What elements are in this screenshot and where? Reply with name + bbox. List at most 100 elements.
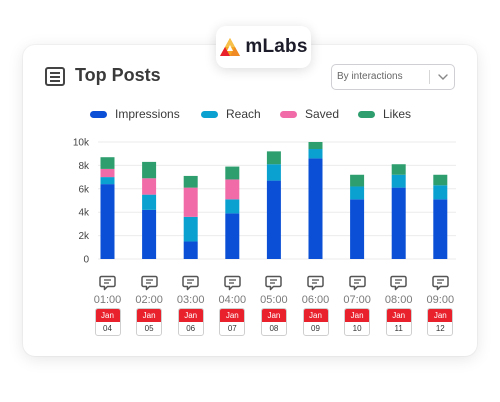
date-badge: Jan 09 — [302, 308, 329, 336]
bar-segment-likes[interactable] — [183, 175, 198, 188]
legend-swatch-saved — [280, 110, 297, 118]
legend-label-likes: Likes — [383, 107, 412, 121]
comment-icon[interactable] — [265, 274, 283, 291]
date-day: 04 — [103, 324, 112, 333]
bar-segment-likes[interactable] — [308, 142, 323, 150]
bar-segment-impressions[interactable] — [391, 187, 406, 259]
bar-segment-reach[interactable] — [183, 216, 198, 242]
bar-segment-impressions[interactable] — [350, 199, 365, 259]
date-month: Jan — [428, 309, 453, 322]
x-axis-day: 05:00 Jan 08 — [260, 274, 288, 336]
y-tick-label: 10k — [73, 138, 90, 149]
comment-icon[interactable] — [140, 274, 158, 291]
date-badge: Jan 05 — [136, 308, 163, 336]
bar-segment-saved[interactable] — [183, 187, 198, 217]
bar-segment-likes[interactable] — [350, 174, 365, 187]
bar-segment-impressions[interactable] — [433, 199, 448, 259]
legend-label-impressions: Impressions — [115, 107, 180, 121]
date-day: 08 — [269, 324, 279, 333]
date-day: 06 — [186, 324, 196, 333]
bar-segment-reach[interactable] — [142, 194, 157, 210]
comment-icon[interactable] — [224, 274, 241, 291]
date-badge: Jan 11 — [385, 308, 412, 336]
y-tick-label: 0 — [83, 255, 89, 266]
date-month: Jan — [220, 309, 245, 322]
comment-icon[interactable] — [182, 274, 199, 291]
date-badge: Jan 12 — [427, 308, 454, 336]
bar-segment-likes[interactable] — [100, 157, 115, 169]
bar-segment-impressions[interactable] — [142, 209, 157, 259]
legend-swatch-likes — [358, 110, 375, 118]
legend-item-saved[interactable]: Saved — [280, 106, 339, 122]
bar-segment-impressions[interactable] — [308, 158, 323, 259]
bar-segment-reach[interactable] — [266, 164, 281, 181]
comment-icon[interactable] — [432, 274, 449, 291]
bar-segment-reach[interactable] — [433, 185, 448, 200]
x-axis-day: 07:00 Jan 10 — [343, 274, 371, 336]
date-day: 11 — [394, 324, 403, 333]
bar-segment-likes[interactable] — [266, 151, 281, 165]
x-axis-day: 02:00 Jan 05 — [135, 274, 163, 336]
x-tick-label: 07:00 — [343, 294, 371, 306]
comment-icon[interactable] — [307, 274, 324, 291]
date-month: Jan — [261, 309, 286, 322]
x-tick-label: 03:00 — [176, 294, 205, 306]
comment-icon[interactable] — [99, 274, 116, 291]
sort-select-value: By interactions — [337, 71, 403, 82]
bar-segment-reach[interactable] — [350, 186, 365, 200]
bar-segment-impressions[interactable] — [183, 241, 198, 259]
mlabs-logo-icon — [220, 38, 241, 56]
date-month: Jan — [137, 309, 162, 322]
bar-segment-likes[interactable] — [391, 164, 406, 175]
x-tick-label: 08:00 — [384, 294, 413, 306]
legend-item-likes[interactable]: Likes — [358, 106, 411, 122]
y-tick-label: 2k — [78, 231, 90, 242]
comment-icon[interactable] — [390, 274, 407, 291]
page-title: Top Posts — [75, 65, 161, 85]
x-tick-label: 04:00 — [218, 294, 247, 306]
x-tick-label: 05:00 — [260, 294, 288, 306]
date-badge: Jan 04 — [94, 308, 121, 336]
date-month: Jan — [303, 309, 328, 322]
legend-swatch-reach — [201, 110, 218, 118]
brand-name: mLabs — [245, 36, 308, 57]
y-tick-label: 4k — [78, 208, 90, 219]
y-tick-label: 8k — [78, 161, 90, 172]
legend-label-saved: Saved — [305, 107, 340, 121]
brand-badge: mLabs — [216, 26, 311, 68]
bar-segment-saved[interactable] — [100, 168, 115, 178]
bar-segment-reach[interactable] — [391, 174, 406, 188]
date-badge: Jan 10 — [344, 308, 371, 336]
bar-segment-reach[interactable] — [100, 177, 115, 185]
date-day: 07 — [227, 324, 237, 333]
date-month: Jan — [95, 309, 120, 322]
y-tick-label: 6k — [78, 184, 90, 195]
bar-segment-likes[interactable] — [433, 174, 448, 186]
bar-segment-likes[interactable] — [142, 161, 157, 179]
bar-segment-impressions[interactable] — [100, 184, 115, 259]
date-month: Jan — [386, 309, 411, 322]
bar-segment-saved[interactable] — [225, 179, 240, 200]
bar-segment-impressions[interactable] — [225, 213, 240, 259]
bar-segment-impressions[interactable] — [266, 180, 281, 259]
x-axis-day: 08:00 Jan 11 — [385, 274, 413, 336]
bar-segment-reach[interactable] — [308, 149, 323, 159]
x-axis-day: 01:00 Jan 04 — [94, 274, 122, 336]
date-badge: Jan 07 — [219, 308, 246, 336]
sort-select[interactable]: By interactions — [331, 64, 455, 90]
x-tick-label: 02:00 — [135, 294, 163, 306]
legend-item-impressions[interactable]: Impressions — [90, 106, 180, 122]
x-tick-label: 06:00 — [301, 294, 330, 306]
date-day: 09 — [311, 324, 320, 333]
bar-segment-saved[interactable] — [142, 178, 157, 195]
legend-item-reach[interactable]: Reach — [201, 106, 261, 122]
x-axis-day: 09:00 Jan 12 — [426, 274, 454, 336]
comment-icon[interactable] — [348, 274, 366, 291]
date-month: Jan — [345, 309, 370, 322]
chevron-down-icon[interactable] — [436, 69, 450, 85]
legend-label-reach: Reach — [226, 107, 261, 121]
date-month: Jan — [178, 309, 203, 322]
x-tick-label: 09:00 — [426, 294, 455, 306]
bar-segment-likes[interactable] — [225, 166, 240, 180]
bar-segment-reach[interactable] — [225, 199, 240, 214]
